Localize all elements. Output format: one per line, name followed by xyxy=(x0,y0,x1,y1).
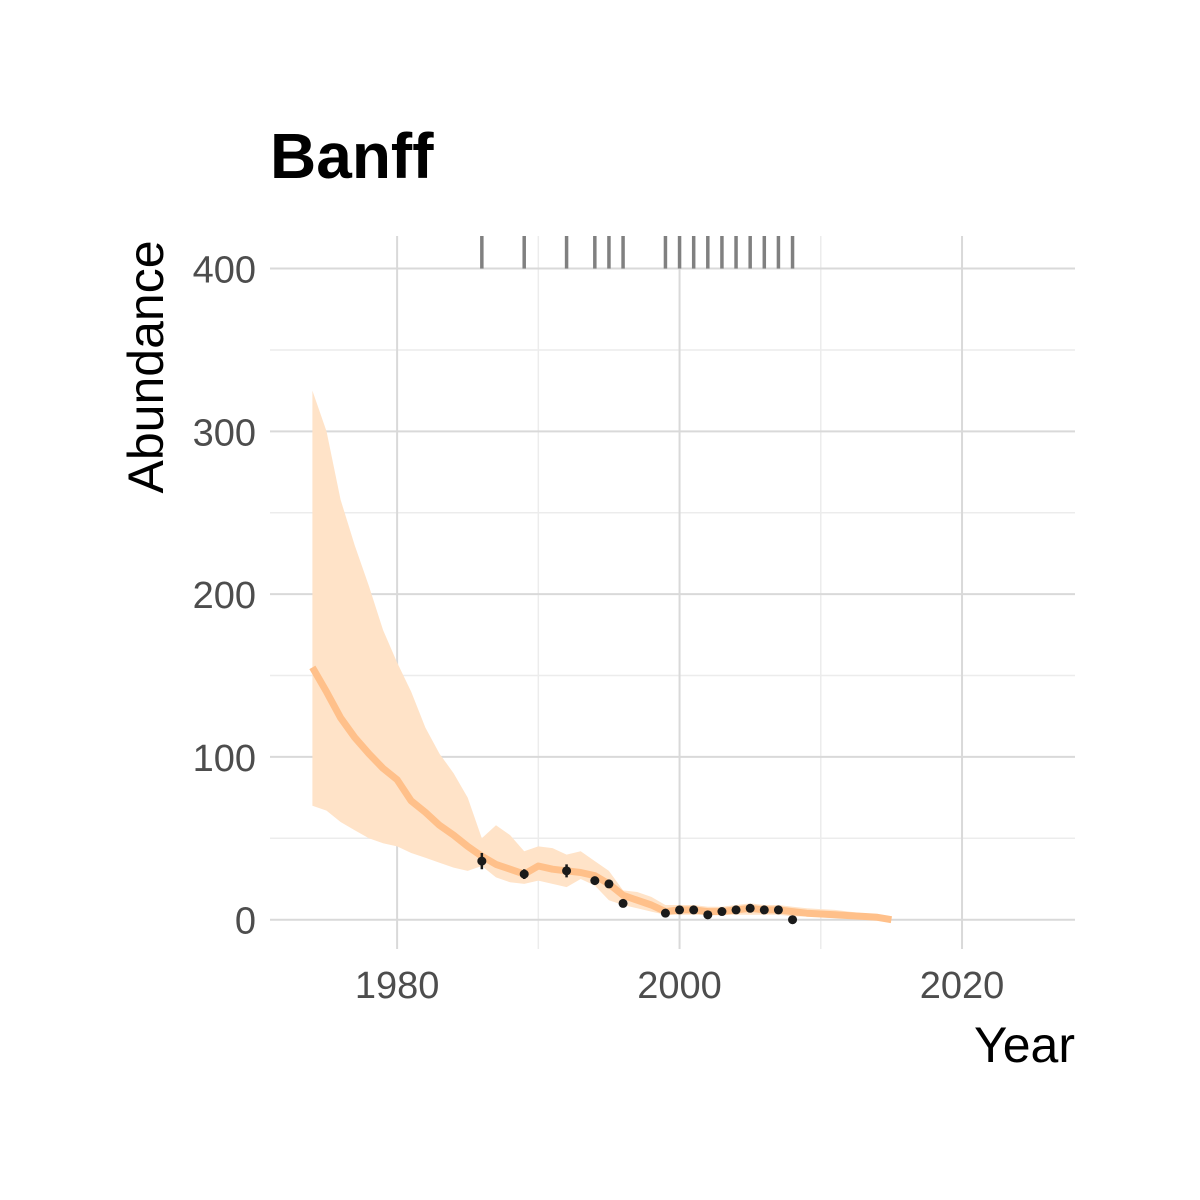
observation-point xyxy=(689,905,699,915)
trend-line xyxy=(309,665,892,924)
x-axis-title: Year xyxy=(974,1017,1075,1073)
y-tick-label: 200 xyxy=(193,575,256,617)
chart-title: Banff xyxy=(270,120,434,192)
observation-point xyxy=(660,908,670,918)
y-tick-label: 0 xyxy=(235,901,256,943)
tick-labels: 0 100 200 300 400 1980 2000 2020 xyxy=(193,250,1005,1007)
observation-point xyxy=(773,905,783,915)
observation-point xyxy=(618,898,628,908)
y-tick-label: 300 xyxy=(193,412,256,454)
observation-point xyxy=(703,910,713,920)
confidence-ribbon-layer xyxy=(312,390,892,920)
y-axis-title: Abundance xyxy=(118,240,174,493)
observation-points-layer xyxy=(477,852,798,925)
observation-point xyxy=(759,905,769,915)
observation-point xyxy=(604,879,614,889)
observation-point xyxy=(745,903,755,913)
y-tick-label: 400 xyxy=(193,250,256,292)
observation-point xyxy=(788,915,798,925)
y-tick-label: 100 xyxy=(193,738,256,780)
observation-point xyxy=(519,869,529,879)
x-tick-label: 2020 xyxy=(920,965,1005,1007)
confidence-ribbon xyxy=(312,390,892,920)
x-tick-label: 1980 xyxy=(355,965,440,1007)
observation-point xyxy=(477,856,487,866)
trend-line-layer xyxy=(309,665,892,924)
x-tick-label: 2000 xyxy=(637,965,722,1007)
observation-point xyxy=(717,907,727,917)
observation-point xyxy=(562,866,572,876)
observation-point xyxy=(675,905,685,915)
observation-point xyxy=(731,905,741,915)
observation-point xyxy=(590,876,600,886)
rug-marks-layer xyxy=(480,236,795,269)
